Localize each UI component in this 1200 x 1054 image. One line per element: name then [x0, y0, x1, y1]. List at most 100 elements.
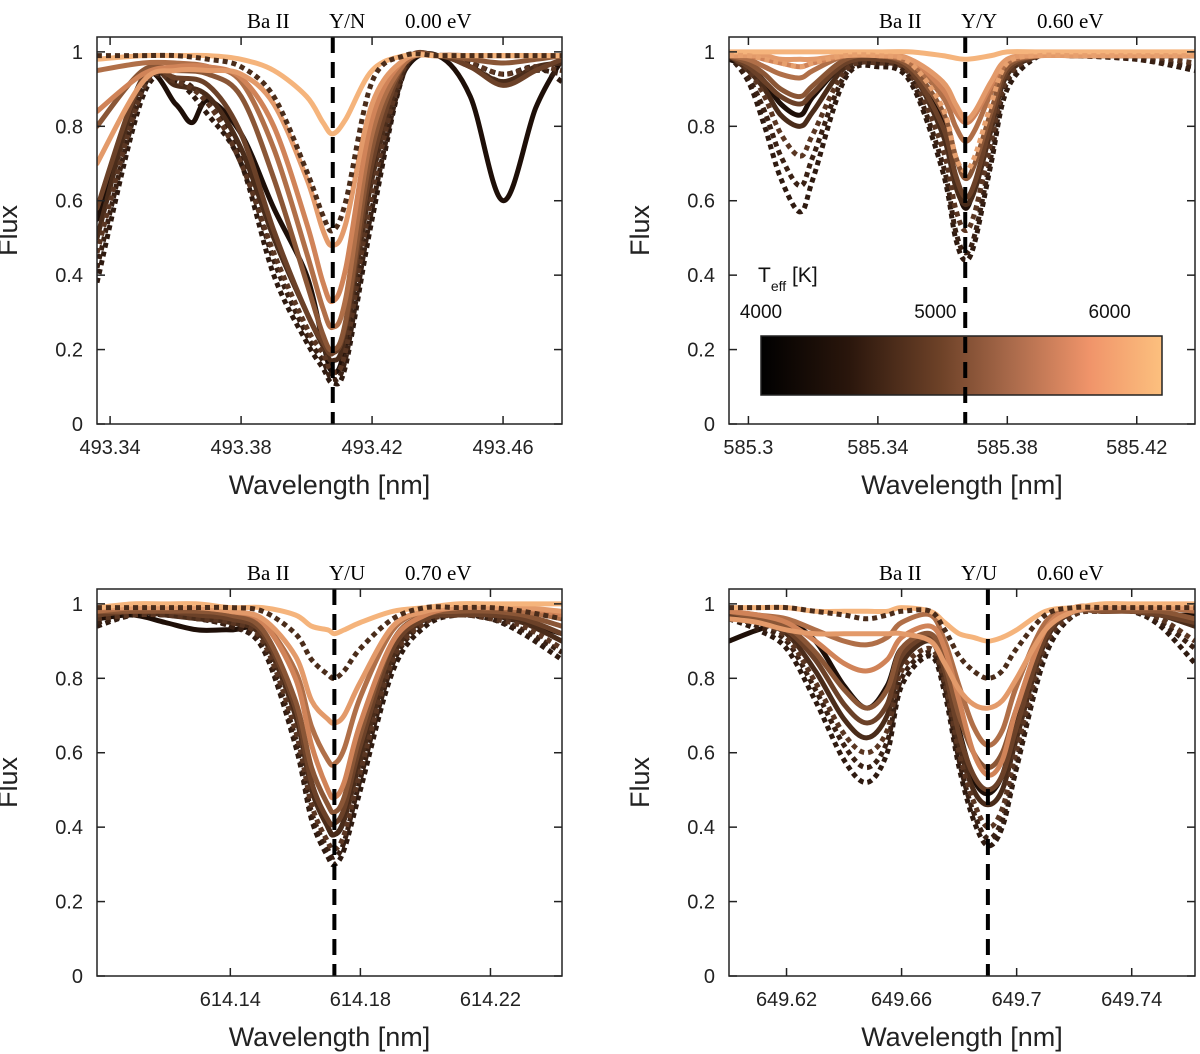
series-line-7 — [97, 51, 562, 353]
plot-frame — [728, 588, 1196, 977]
series-group — [97, 49, 562, 387]
y-tick-label: 0.8 — [687, 668, 715, 690]
x-axis-label: Wavelength [nm] — [861, 470, 1063, 500]
y-tick-label: 0 — [72, 966, 83, 988]
series-group — [729, 49, 1195, 263]
plot-frame — [728, 36, 1196, 425]
x-tick-label: 585.3 — [723, 437, 773, 459]
y-tick-label: 0.6 — [687, 743, 715, 765]
x-tick-label: 585.42 — [1106, 437, 1167, 459]
y-axis-label: Flux — [625, 205, 655, 257]
panel-3: 0 0.2 0.4 0.6 0.8 1 614.14 614.18 614.22 Waveleng… — [0, 561, 563, 1052]
y-tick-label: 0.6 — [55, 743, 83, 765]
plot-frame — [96, 588, 563, 977]
colorbar-tick-label: 4000 — [740, 302, 782, 323]
x-tick-label: 649.7 — [992, 989, 1042, 1011]
y-axis-label: Flux — [0, 205, 23, 257]
colorbar-title: Teff [K] — [758, 264, 818, 294]
title-flag: Y/U — [961, 561, 997, 585]
series-line-1 — [97, 51, 562, 375]
x-tick-label: 493.34 — [80, 437, 141, 459]
series-line-12 — [729, 52, 1195, 174]
y-tick-label: 0.8 — [687, 116, 715, 138]
series-line-1 — [97, 611, 562, 838]
x-axis-label: Wavelength [nm] — [229, 470, 431, 500]
y-tick-label: 0.2 — [55, 892, 83, 914]
series-line-9 — [97, 604, 562, 801]
title-species: Ba II — [879, 9, 922, 33]
colorbar-tick-label: 6000 — [1089, 302, 1131, 323]
x-tick-label: 649.66 — [871, 989, 932, 1011]
y-tick-label: 0.2 — [687, 892, 715, 914]
colorbar-title-subscript: eff — [771, 278, 786, 294]
title-flag: Y/N — [329, 9, 365, 33]
colorbar-tick-label: 5000 — [914, 302, 956, 323]
title-energy: 0.60 eV — [1037, 561, 1104, 585]
x-tick-label: 649.62 — [756, 989, 817, 1011]
series-line-4 — [97, 51, 562, 364]
series-line-7 — [729, 607, 1195, 771]
plot-frame — [96, 36, 563, 425]
series-line-11 — [729, 601, 1195, 644]
y-tick-label: 1 — [704, 42, 715, 64]
series-line-11 — [729, 49, 1195, 62]
x-tick-label: 649.74 — [1101, 989, 1162, 1011]
x-axis-label: Wavelength [nm] — [229, 1022, 431, 1052]
title-species: Ba II — [247, 561, 290, 585]
series-line-8 — [97, 52, 562, 331]
series-group — [97, 601, 562, 868]
y-tick-label: 0 — [704, 414, 715, 436]
x-tick-label: 585.34 — [847, 437, 908, 459]
title-energy: 0.00 eV — [405, 9, 472, 33]
title-flag: Y/U — [329, 561, 365, 585]
series-line-11 — [97, 601, 562, 637]
series-line-2 — [97, 50, 562, 387]
series-line-7 — [97, 608, 562, 816]
series-line-12 — [97, 604, 562, 681]
x-tick-label: 614.22 — [460, 989, 521, 1011]
y-tick-label: 0.8 — [55, 116, 83, 138]
title-flag: Y/Y — [961, 9, 997, 33]
y-tick-label: 0.6 — [687, 191, 715, 213]
y-tick-label: 0 — [72, 414, 83, 436]
title-species: Ba II — [879, 561, 922, 585]
colorbar: 4000 5000 6000 Teff [K] — [740, 264, 1163, 396]
series-line-3 — [97, 51, 562, 383]
y-tick-label: 0.4 — [55, 817, 83, 839]
x-tick-label: 493.42 — [341, 437, 402, 459]
series-line-10 — [97, 604, 562, 726]
colorbar-title-main: T — [758, 264, 771, 287]
series-group — [729, 601, 1195, 849]
y-tick-label: 1 — [704, 594, 715, 616]
y-axis-label: Flux — [0, 757, 23, 809]
title-energy: 0.60 eV — [1037, 9, 1104, 33]
series-line-6 — [97, 608, 562, 828]
x-tick-label: 614.14 — [200, 989, 261, 1011]
y-tick-label: 0.6 — [55, 191, 83, 213]
colorbar-gradient — [760, 335, 1163, 396]
y-tick-label: 0.8 — [55, 668, 83, 690]
y-tick-label: 1 — [72, 42, 83, 64]
x-tick-label: 614.18 — [330, 989, 391, 1011]
y-axis-label: Flux — [625, 757, 655, 809]
panel-4: 0 0.2 0.4 0.6 0.8 1 649.62 649.66 649.7 649.74 Wav… — [625, 561, 1196, 1052]
y-tick-label: 0.4 — [687, 817, 715, 839]
title-species: Ba II — [247, 9, 290, 33]
series-line-5 — [729, 608, 1195, 830]
x-tick-label: 585.38 — [977, 437, 1038, 459]
x-tick-label: 493.46 — [472, 437, 533, 459]
panel-1: 0 0.2 0.4 0.6 0.8 1 493.34 493.38 493.42 493.46 Wa… — [0, 9, 563, 500]
title-energy: 0.70 eV — [405, 561, 472, 585]
y-tick-label: 0.4 — [687, 265, 715, 287]
panel-2: 4000 5000 6000 Teff [K] 0 0.2 0.4 0.6 0.8 1 585.3 5… — [625, 9, 1196, 500]
series-line-12 — [729, 604, 1195, 681]
series-line-2 — [729, 607, 1195, 849]
y-tick-label: 1 — [72, 594, 83, 616]
y-tick-label: 0.2 — [55, 340, 83, 362]
colorbar-title-unit: [K] — [786, 264, 818, 287]
series-line-6 — [97, 49, 562, 357]
series-line-5 — [97, 612, 562, 853]
y-tick-label: 0 — [704, 966, 715, 988]
y-tick-label: 0.2 — [687, 340, 715, 362]
